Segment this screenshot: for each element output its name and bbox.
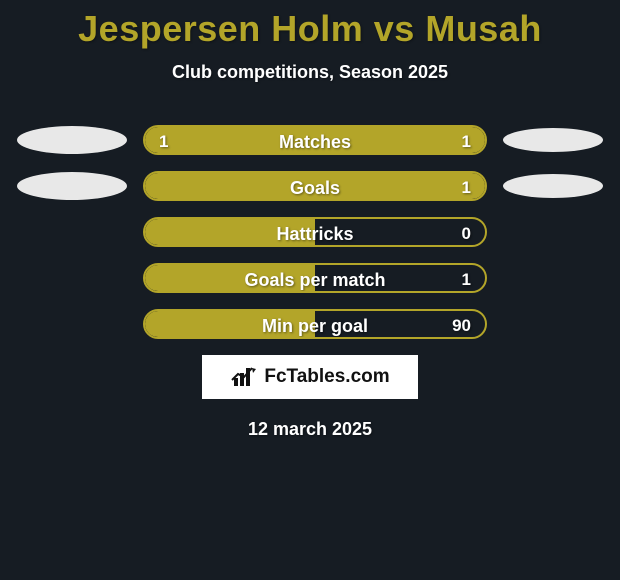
logo-box: FcTables.com [202,355,418,399]
stat-label: Min per goal [145,311,485,339]
stat-label: Goals [145,173,485,201]
stat-row: 90Min per goal [0,309,620,339]
comparison-card: Jespersen Holm vs Musah Club competition… [0,0,620,580]
stat-bar: 90Min per goal [143,309,487,339]
chart-icon [230,366,258,388]
team-right-icon [503,128,603,152]
stat-row: 1Goals [0,171,620,201]
stat-row: 0Hattricks [0,217,620,247]
team-left-icon [17,126,127,154]
date-text: 12 march 2025 [0,419,620,440]
team-left-icon [17,172,127,200]
stat-bar: 0Hattricks [143,217,487,247]
stat-bar: 11Matches [143,125,487,155]
stat-bar: 1Goals per match [143,263,487,293]
stat-label: Goals per match [145,265,485,293]
team-right-icon [503,174,603,198]
stat-label: Matches [145,127,485,155]
stat-row: 1Goals per match [0,263,620,293]
stat-bar: 1Goals [143,171,487,201]
page-title: Jespersen Holm vs Musah [0,0,620,50]
logo-text: FcTables.com [264,366,389,388]
stat-row: 11Matches [0,125,620,155]
subtitle: Club competitions, Season 2025 [0,62,620,83]
stat-label: Hattricks [145,219,485,247]
stat-rows: 11Matches 1Goals 0Hattricks 1Goals per matc… [0,125,620,339]
